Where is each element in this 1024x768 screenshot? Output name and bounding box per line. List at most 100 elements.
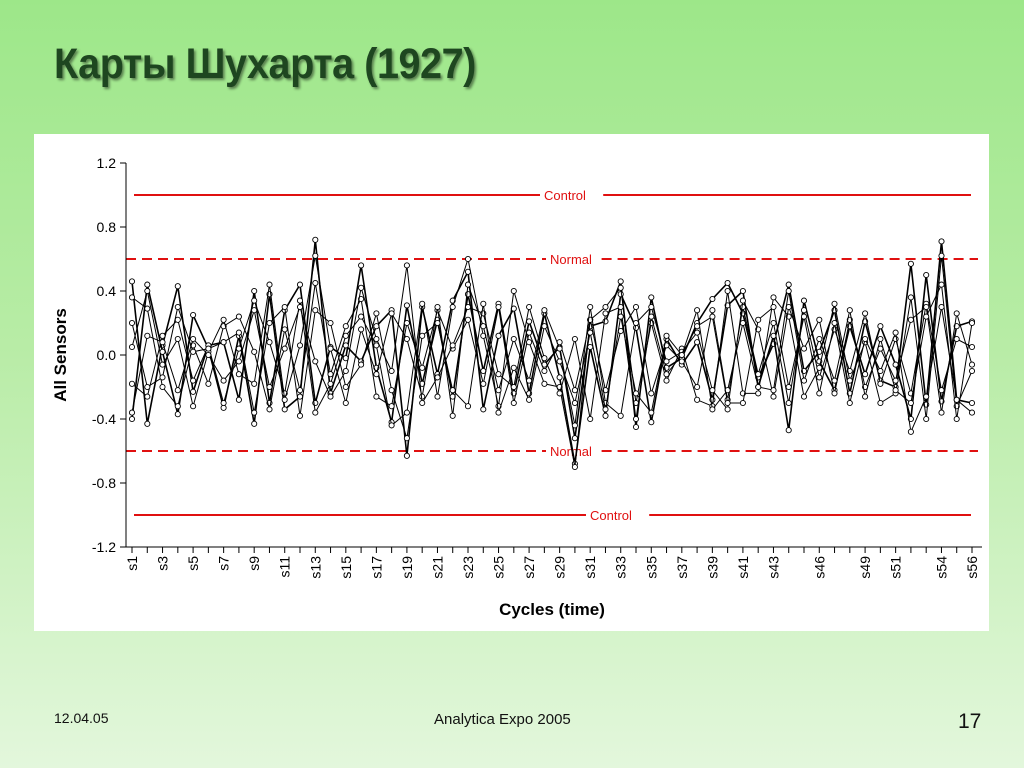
data-point [648, 409, 655, 416]
data-point [342, 399, 349, 407]
data-point [281, 326, 288, 333]
x-tick-label: s31 [582, 556, 598, 579]
data-point [617, 291, 624, 298]
footer-date: 12.04.05 [54, 710, 109, 726]
data-point [281, 396, 288, 403]
series-line [131, 303, 973, 439]
chart-panel: Control Normal Normal Control 1.2 0.8 0.4 0.0 -… [34, 134, 989, 631]
data-point [296, 412, 304, 419]
data-point [862, 393, 869, 400]
x-tick-label: s51 [888, 556, 904, 579]
data-point [556, 345, 563, 352]
x-tick-label: s23 [460, 556, 476, 579]
data-point [755, 383, 762, 391]
data-point [816, 374, 823, 381]
data-point [556, 390, 563, 397]
data-point [358, 326, 365, 333]
y-tick-label: -0.4 [92, 411, 116, 427]
data-point [785, 383, 792, 391]
data-point [785, 287, 792, 295]
x-tick-label: s7 [216, 556, 232, 571]
data-point [831, 319, 838, 327]
data-point [296, 342, 304, 349]
x-tick-label: s19 [399, 556, 415, 579]
data-point [419, 364, 426, 371]
data-point [174, 335, 181, 343]
data-point [251, 348, 258, 355]
footer-event: Analytica Expo 2005 [434, 711, 571, 728]
data-point [205, 351, 212, 359]
data-point [907, 399, 914, 407]
data-point [342, 323, 349, 330]
data-point [510, 383, 517, 391]
data-point [296, 281, 304, 288]
data-point [602, 303, 609, 311]
data-point [159, 374, 166, 381]
data-point [159, 339, 166, 346]
series-line [131, 282, 973, 410]
data-point [190, 348, 197, 355]
x-tick-label: s33 [613, 556, 629, 579]
data-point [342, 342, 349, 349]
data-point [892, 387, 899, 394]
data-point [571, 399, 578, 407]
data-point [266, 319, 273, 327]
data-point [464, 281, 472, 288]
data-point [709, 406, 716, 413]
data-point [541, 323, 548, 330]
data-point [648, 313, 655, 320]
data-point [510, 364, 517, 371]
data-point [251, 380, 258, 387]
data-point [235, 358, 242, 365]
data-point [480, 380, 487, 387]
data-point [144, 287, 151, 295]
x-tick-label: s15 [338, 556, 354, 579]
data-point [877, 380, 884, 387]
y-tick-label: 1.2 [97, 155, 117, 171]
page-number: 17 [958, 710, 982, 733]
data-point [495, 409, 502, 416]
data-point [632, 415, 640, 423]
data-point [526, 396, 533, 403]
data-point [953, 415, 960, 423]
data-point [190, 377, 197, 384]
data-point [327, 393, 334, 400]
data-point [892, 361, 899, 368]
data-point [541, 355, 548, 362]
data-point [526, 377, 533, 384]
x-tick-label: s13 [307, 556, 323, 579]
data-point [449, 342, 456, 349]
data-point [495, 303, 502, 311]
data-point [327, 371, 334, 378]
data-point [877, 367, 884, 375]
data-point [694, 307, 701, 314]
data-point [663, 377, 670, 384]
y-tick-label: 0.0 [97, 347, 117, 363]
data-point [755, 371, 762, 378]
data-point [739, 399, 746, 407]
data-point [907, 260, 914, 267]
x-tick-label: s27 [521, 556, 537, 579]
x-tick-label: s25 [491, 556, 507, 579]
x-tick-label: s9 [246, 556, 262, 571]
data-point [220, 316, 227, 323]
data-point [220, 377, 227, 384]
x-tick-label: s5 [185, 556, 201, 571]
data-point [968, 343, 976, 351]
data-point [938, 303, 945, 311]
data-point [312, 358, 319, 365]
data-point [632, 390, 640, 397]
data-point [694, 396, 701, 403]
data-point [327, 345, 334, 352]
data-point [464, 303, 472, 311]
data-point [739, 303, 746, 311]
data-point [770, 393, 777, 400]
data-point [190, 403, 197, 410]
data-point [434, 393, 441, 400]
data-point [953, 310, 960, 317]
data-point [281, 345, 288, 352]
data-point [923, 303, 930, 311]
data-point [128, 278, 136, 285]
data-point [235, 329, 242, 336]
data-point [587, 415, 594, 423]
